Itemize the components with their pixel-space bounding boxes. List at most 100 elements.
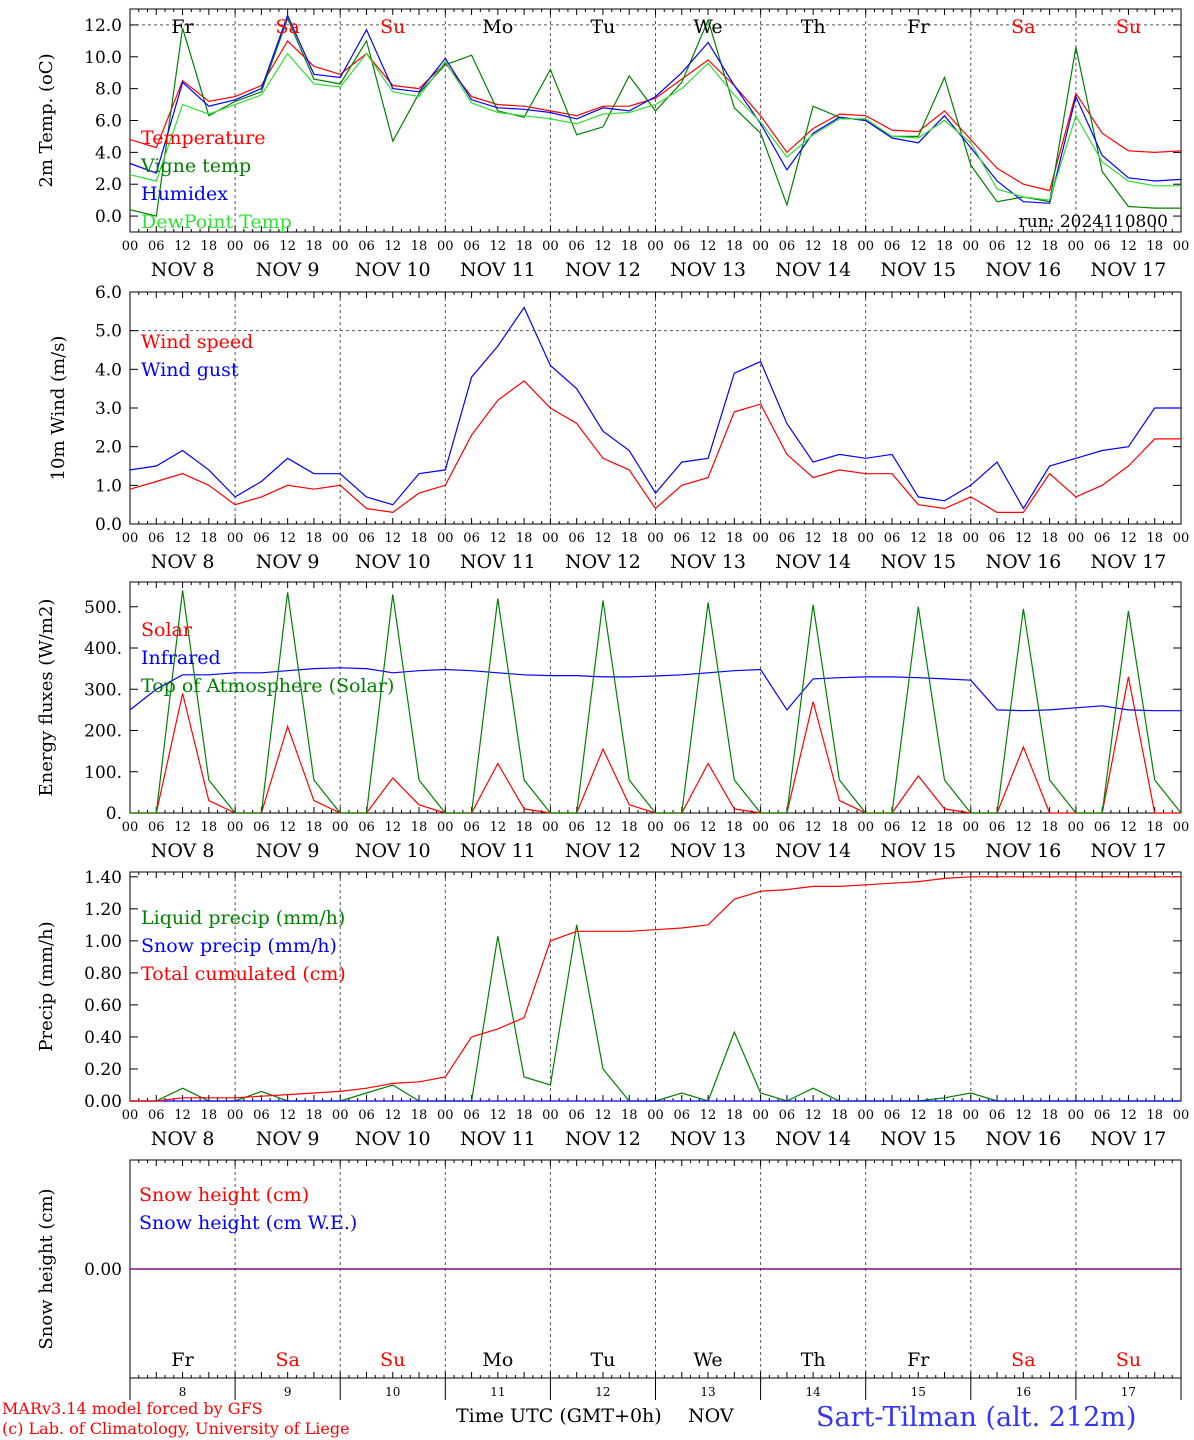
x-hour-label: 06 <box>884 239 901 254</box>
y-tick-label: 12.0 <box>84 16 122 36</box>
x-hour-label: 18 <box>726 531 743 546</box>
legend-entry: Temperature <box>141 127 265 149</box>
x-date-label: NOV 17 <box>1091 259 1167 281</box>
x-hour-label: 12 <box>595 1108 612 1123</box>
x-hour-label: 12 <box>805 1108 822 1123</box>
x-hour-label: 18 <box>516 239 533 254</box>
y-tick-label: 4.0 <box>95 360 122 380</box>
x-hour-label: 06 <box>1094 820 1111 835</box>
x-hour-label: 18 <box>411 239 428 254</box>
day-number: 16 <box>1016 1385 1031 1399</box>
day-name-bottom: Fr <box>907 1349 930 1371</box>
series-line-green <box>130 590 1182 814</box>
day-name-top: We <box>693 16 722 38</box>
x-hour-label: 12 <box>595 531 612 546</box>
x-hour-label: 06 <box>674 820 691 835</box>
x-hour-label: 00 <box>227 239 244 254</box>
x-hour-label: 00 <box>1173 239 1190 254</box>
y-tick-label: 2.0 <box>95 175 122 195</box>
x-hour-label: 12 <box>1120 239 1137 254</box>
x-hour-label: 00 <box>122 1108 139 1123</box>
legend-entry: Snow precip (mm/h) <box>141 935 337 957</box>
x-hour-label: 18 <box>411 531 428 546</box>
x-hour-label: 18 <box>936 820 953 835</box>
x-hour-label: 18 <box>201 1108 218 1123</box>
y-axis-label: 2m Temp. (oC) <box>36 53 57 187</box>
x-date-label: NOV 15 <box>880 551 956 573</box>
x-hour-label: 06 <box>253 820 270 835</box>
x-hour-label: 18 <box>1146 1108 1163 1123</box>
x-date-label: NOV 14 <box>775 1128 851 1150</box>
x-hour-label: 12 <box>1120 820 1137 835</box>
x-hour-label: 12 <box>279 239 296 254</box>
series-line-green <box>129 16 1181 217</box>
x-date-label: NOV 15 <box>880 259 956 281</box>
x-date-label: NOV 8 <box>151 551 215 573</box>
day-name-top: Sa <box>275 16 299 38</box>
x-hour-label: 12 <box>1015 531 1032 546</box>
x-hour-label: 12 <box>595 820 612 835</box>
x-hour-label: 00 <box>752 239 769 254</box>
y-tick-label: 5.0 <box>95 322 122 342</box>
y-tick-label: 500. <box>84 598 122 618</box>
x-date-label: NOV 10 <box>355 1128 431 1150</box>
x-hour-label: 00 <box>437 531 454 546</box>
x-date-label: NOV 13 <box>670 1128 746 1150</box>
y-tick-label: 2.0 <box>95 438 122 458</box>
x-hour-label: 06 <box>148 531 165 546</box>
x-hour-label: 00 <box>332 239 349 254</box>
day-name-bottom: Su <box>1116 1349 1141 1371</box>
day-number: 9 <box>284 1385 292 1399</box>
y-tick-label: 3.0 <box>95 399 122 419</box>
x-hour-label: 06 <box>674 531 691 546</box>
x-hour-label: 12 <box>1015 1108 1032 1123</box>
x-hour-label: 12 <box>279 1108 296 1123</box>
x-hour-label: 18 <box>306 531 323 546</box>
x-hour-label: 12 <box>1015 239 1032 254</box>
x-hour-label: 00 <box>332 531 349 546</box>
x-hour-label: 18 <box>621 1108 638 1123</box>
x-date-label: NOV 16 <box>985 840 1061 862</box>
x-hour-label: 06 <box>884 820 901 835</box>
x-hour-label: 12 <box>595 239 612 254</box>
x-hour-label: 06 <box>568 1108 585 1123</box>
x-date-label: NOV 12 <box>565 1128 641 1150</box>
month-label: NOV <box>688 1405 734 1427</box>
x-hour-label: 00 <box>1068 820 1085 835</box>
x-date-label: NOV 10 <box>355 551 431 573</box>
x-date-label: NOV 8 <box>151 1128 215 1150</box>
y-tick-label: 300. <box>84 680 122 700</box>
x-hour-label: 00 <box>963 239 980 254</box>
x-hour-label: 06 <box>148 820 165 835</box>
legend-entry: Wind gust <box>141 359 239 381</box>
day-number: 13 <box>700 1385 715 1399</box>
day-name-bottom: Su <box>380 1349 405 1371</box>
day-name-top: Sa <box>1011 16 1035 38</box>
x-hour-label: 06 <box>463 820 480 835</box>
x-hour-label: 06 <box>674 239 691 254</box>
x-date-label: NOV 11 <box>460 1128 536 1150</box>
x-hour-label: 06 <box>148 239 165 254</box>
x-date-label: NOV 13 <box>670 840 746 862</box>
day-name-bottom: We <box>693 1349 722 1371</box>
x-hour-label: 12 <box>174 239 191 254</box>
x-hour-label: 06 <box>989 239 1006 254</box>
day-name-bottom: Sa <box>1011 1349 1035 1371</box>
x-hour-label: 00 <box>1068 239 1085 254</box>
legend-entry: Total cumulated (cm) <box>141 963 346 985</box>
x-hour-label: 06 <box>463 1108 480 1123</box>
y-axis-label: Energy fluxes (W/m2) <box>36 599 57 797</box>
x-date-label: NOV 14 <box>775 551 851 573</box>
y-tick-label: 400. <box>84 639 122 659</box>
x-date-label: NOV 8 <box>151 259 215 281</box>
x-hour-label: 18 <box>621 531 638 546</box>
x-hour-label: 12 <box>384 820 401 835</box>
series-line-blue <box>129 13 1182 204</box>
y-tick-label: 1.40 <box>84 868 122 888</box>
x-date-label: NOV 9 <box>256 551 320 573</box>
legend-entry: Vigne temp <box>140 155 251 177</box>
x-date-label: NOV 15 <box>880 840 956 862</box>
series-line-red <box>130 876 1181 1102</box>
day-name-top: Su <box>380 16 405 38</box>
x-date-label: NOV 11 <box>460 840 536 862</box>
